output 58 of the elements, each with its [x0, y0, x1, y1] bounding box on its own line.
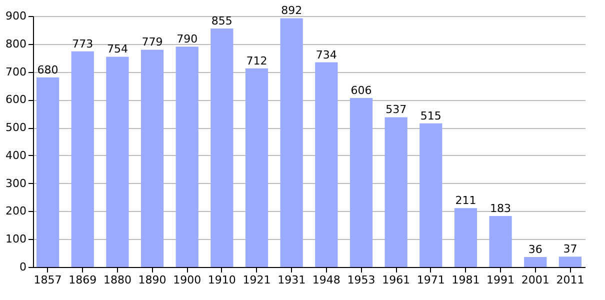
x-tick-label: 1961 [382, 274, 410, 286]
y-tick-label: 0 [20, 260, 26, 274]
bar [489, 216, 512, 267]
y-tick-label: 800 [6, 37, 26, 50]
x-tick-label: 2011 [556, 274, 584, 286]
bar [524, 256, 547, 267]
x-tick-label: 1880 [103, 274, 132, 286]
y-tick-label: 200 [6, 204, 26, 218]
y-tick-label: 300 [6, 176, 26, 190]
data-label: 37 [563, 242, 578, 256]
bar [350, 98, 373, 267]
x-tick-label: 1857 [34, 274, 62, 286]
bar [280, 18, 303, 267]
bar [176, 46, 198, 267]
x-tick-label: 1953 [347, 274, 376, 286]
bar [384, 117, 408, 267]
bar [420, 123, 442, 267]
data-label: 515 [420, 109, 442, 122]
bar [454, 208, 478, 267]
data-label: 790 [176, 32, 198, 46]
bar [71, 51, 94, 267]
x-tick-label: 2001 [521, 274, 550, 286]
data-label: 712 [246, 54, 268, 68]
x-tick-label: 1910 [208, 274, 236, 286]
data-label: 773 [72, 37, 94, 50]
bar [315, 62, 338, 267]
x-tick-label: 1981 [452, 274, 480, 286]
bar [210, 28, 234, 267]
data-label: 36 [528, 242, 542, 256]
x-tick-label: 1948 [312, 274, 340, 286]
data-label: 211 [455, 194, 476, 208]
bar [106, 56, 129, 267]
data-label: 754 [106, 42, 128, 56]
x-tick-label: 1931 [278, 274, 306, 286]
x-tick-label: 1869 [68, 274, 97, 286]
y-tick-label: 100 [6, 232, 26, 246]
data-label: 779 [142, 36, 163, 49]
y-tick-label: 600 [6, 93, 26, 106]
data-label: 183 [490, 202, 512, 215]
x-tick-label: 1890 [138, 274, 166, 286]
y-tick-label: 700 [6, 65, 26, 78]
data-label: 537 [386, 103, 407, 116]
y-tick-label: 400 [6, 148, 26, 162]
bar [558, 256, 582, 267]
data-label: 680 [37, 63, 58, 76]
data-label: 855 [211, 14, 232, 28]
bar [245, 68, 268, 267]
data-label: 734 [316, 48, 337, 62]
x-tick-label: 1921 [242, 274, 271, 286]
bar [140, 50, 164, 267]
x-tick-label: 1991 [486, 274, 515, 286]
data-label: 892 [281, 4, 302, 18]
bar [36, 77, 60, 267]
x-tick-label: 1971 [416, 274, 445, 286]
x-tick-label: 1900 [173, 274, 202, 286]
y-tick-label: 500 [6, 121, 26, 134]
y-tick-label: 900 [6, 10, 26, 22]
data-label: 606 [350, 84, 372, 97]
